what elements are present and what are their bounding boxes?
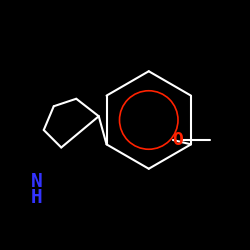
Text: N: N bbox=[30, 172, 42, 191]
Text: H: H bbox=[30, 188, 42, 207]
Text: O: O bbox=[172, 131, 183, 149]
